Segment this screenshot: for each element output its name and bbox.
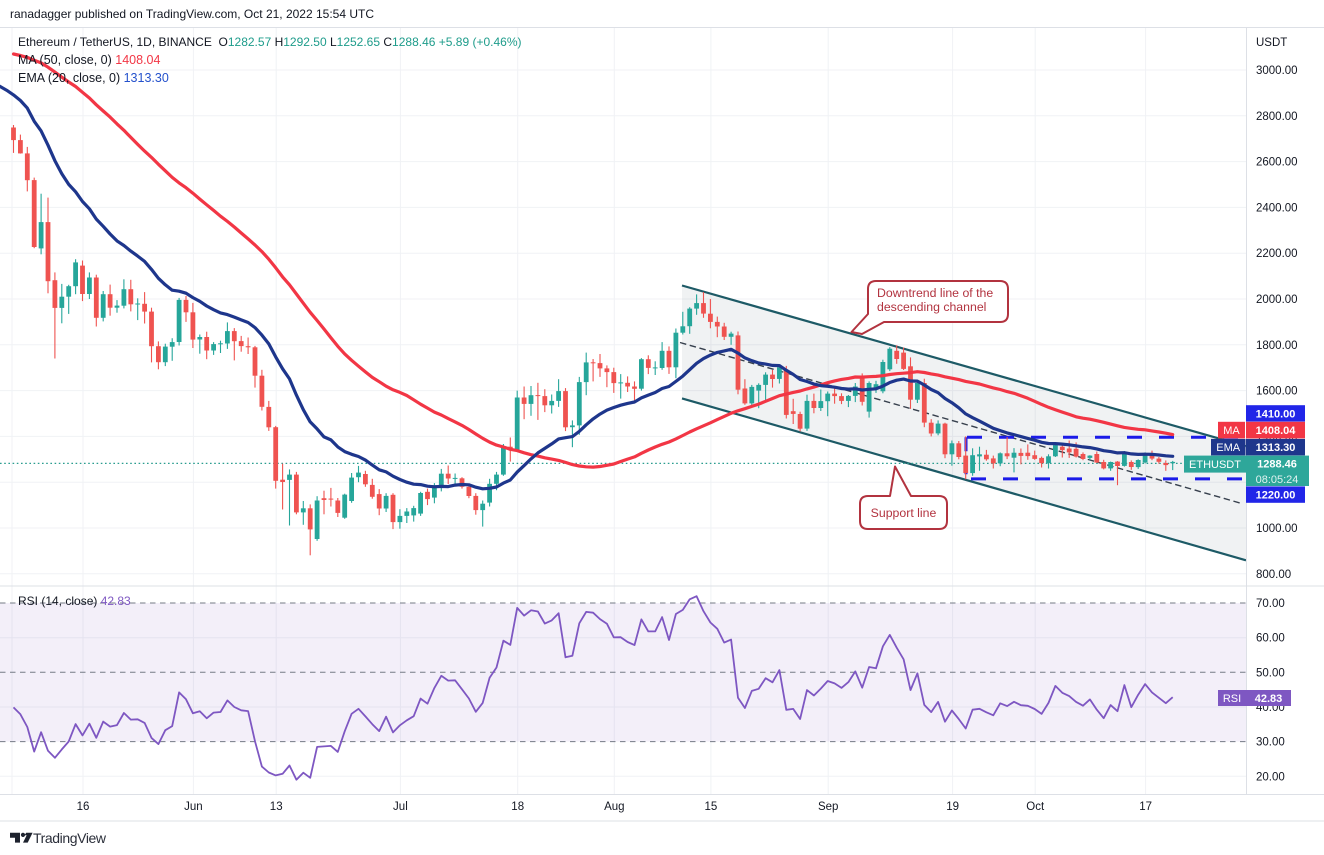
svg-text:42.83: 42.83: [1255, 693, 1283, 705]
svg-text:1313.30: 1313.30: [1256, 442, 1296, 454]
svg-text:Support line: Support line: [871, 506, 937, 520]
svg-text:TradingView: TradingView: [33, 830, 107, 846]
svg-text:MA (50, close, 0) 1408.04: MA (50, close, 0) 1408.04: [18, 53, 160, 67]
svg-text:Sep: Sep: [818, 801, 838, 813]
svg-text:USDT: USDT: [1256, 37, 1287, 49]
svg-text:1220.00: 1220.00: [1256, 490, 1296, 502]
svg-text:30.00: 30.00: [1256, 737, 1285, 749]
svg-text:Oct: Oct: [1026, 801, 1045, 813]
svg-text:Jun: Jun: [184, 801, 203, 813]
svg-text:Jul: Jul: [393, 801, 408, 813]
svg-text:2200.00: 2200.00: [1256, 248, 1298, 260]
svg-text:16: 16: [77, 801, 90, 813]
svg-text:1288.46: 1288.46: [1257, 459, 1297, 471]
svg-text:2800.00: 2800.00: [1256, 111, 1298, 123]
svg-text:60.00: 60.00: [1256, 633, 1285, 645]
svg-text:1000.00: 1000.00: [1256, 523, 1298, 535]
svg-text:EMA (20, close, 0) 1313.30: EMA (20, close, 0) 1313.30: [18, 71, 169, 85]
svg-text:20.00: 20.00: [1256, 771, 1285, 783]
svg-text:800.00: 800.00: [1256, 569, 1291, 581]
svg-text:ETHUSDT: ETHUSDT: [1189, 459, 1241, 471]
svg-text:1410.00: 1410.00: [1256, 408, 1296, 420]
svg-text:1408.04: 1408.04: [1256, 425, 1297, 437]
svg-text:2400.00: 2400.00: [1256, 202, 1298, 214]
svg-text:2600.00: 2600.00: [1256, 157, 1298, 169]
svg-text:17: 17: [1139, 801, 1152, 813]
svg-text:70.00: 70.00: [1256, 598, 1285, 610]
svg-text:Ethereum / TetherUS, 1D, BINAN: Ethereum / TetherUS, 1D, BINANCE O1282.5…: [18, 35, 522, 49]
svg-text:Aug: Aug: [604, 801, 624, 813]
svg-text:13: 13: [270, 801, 283, 813]
svg-text:3000.00: 3000.00: [1256, 65, 1298, 77]
svg-text:08:05:24: 08:05:24: [1256, 474, 1299, 486]
svg-text:RSI: RSI: [1223, 693, 1241, 705]
svg-text:2000.00: 2000.00: [1256, 294, 1298, 306]
svg-text:50.00: 50.00: [1256, 667, 1285, 679]
svg-text:Downtrend line of the: Downtrend line of the: [877, 286, 993, 300]
svg-text:18: 18: [511, 801, 524, 813]
svg-text:1600.00: 1600.00: [1256, 386, 1298, 398]
svg-text:EMA: EMA: [1216, 442, 1241, 454]
svg-text:MA: MA: [1223, 425, 1240, 437]
svg-text:15: 15: [705, 801, 718, 813]
svg-text:descending channel: descending channel: [877, 300, 986, 314]
svg-text:1800.00: 1800.00: [1256, 340, 1298, 352]
svg-text:19: 19: [946, 801, 959, 813]
svg-text:RSI (14, close) 42.83: RSI (14, close) 42.83: [18, 594, 131, 608]
svg-text:ranadagger published on Tradin: ranadagger published on TradingView.com,…: [10, 7, 374, 21]
